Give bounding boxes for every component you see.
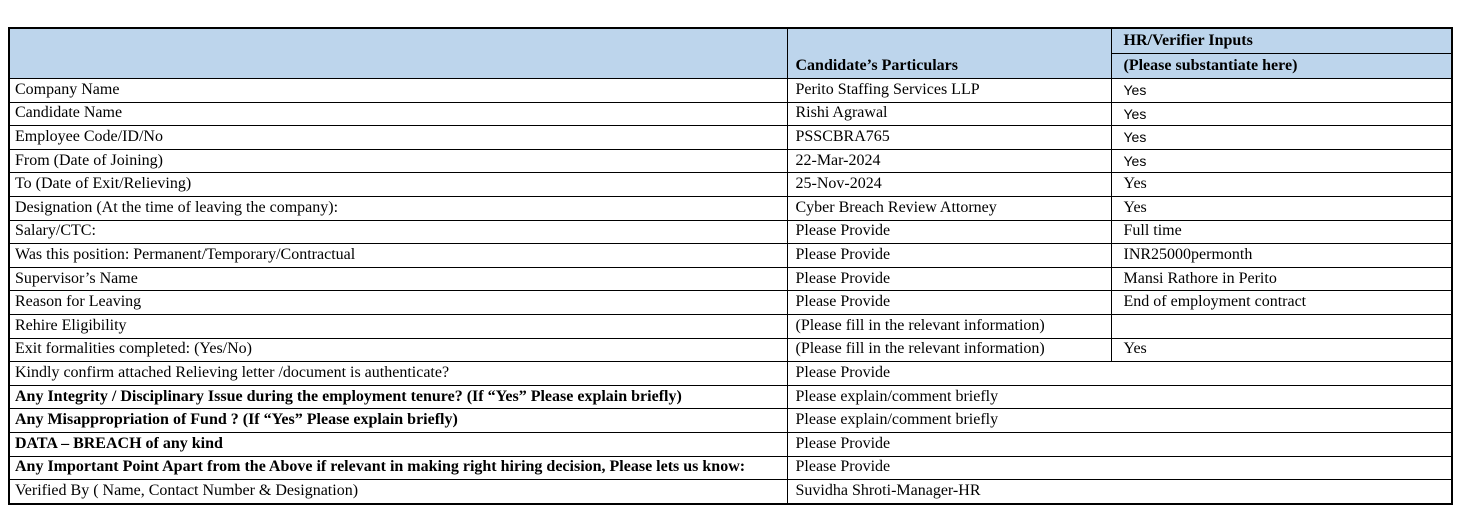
particulars-cell: (Please fill in the relevant information… [786,313,1112,339]
row-label: Any Important Point Apart from the Above… [8,455,788,481]
table-row: Salary/CTC: Please Provide Full time [8,219,1453,245]
particulars-cell: (Please fill in the relevant information… [786,337,1112,363]
particulars-cell: 22-Mar-2024 [786,148,1112,174]
hr-input-cell: Yes [1110,78,1453,103]
row-label: From (Date of Joining) [8,148,788,174]
hr-input-cell: Yes [1110,195,1453,221]
table-header: Candidate’s Particulars HR/Verifier Inpu… [8,27,1453,79]
particulars-cell: Cyber Breach Review Attorney [786,195,1112,221]
table-row: To (Date of Exit/Relieving) 25-Nov-2024 Ye… [8,172,1453,197]
row-label: Supervisor’s Name [8,266,788,292]
table-row: From (Date of Joining) 22-Mar-2024 Yes [8,148,1453,174]
particulars-cell: Suvidha Shroti-Manager-HR [786,479,1453,505]
particulars-cell: Rishi Agrawal [786,101,1112,127]
hr-input-cell [1110,313,1453,339]
row-label: Verified By ( Name, Contact Number & Des… [8,479,788,505]
hr-input-cell: INR25000permonth [1110,243,1453,268]
row-label: Salary/CTC: [8,219,788,245]
table-row: Employee Code/ID/No PSSCBRA765 Yes [8,125,1453,150]
verification-table: Candidate’s Particulars HR/Verifier Inpu… [8,27,1453,505]
particulars-cell: Please Provide [786,290,1112,315]
particulars-cell: Please explain/comment briefly [786,384,1453,410]
particulars-cell: Perito Staffing Services LLP [786,78,1112,103]
particulars-cell: Please Provide [786,455,1453,481]
table-row: Rehire Eligibility (Please fill in the re… [8,313,1453,339]
header-empty-cell [8,27,788,79]
row-label: Any Misappropriation of Fund ? (If “Yes”… [8,408,788,433]
particulars-cell: Please Provide [786,219,1112,245]
table-row: Exit formalities completed: (Yes/No) (Ple… [8,337,1453,363]
row-label: Any Integrity / Disciplinary Issue durin… [8,384,788,410]
table-row: Designation (At the time of leaving the … [8,195,1453,221]
table-row: Verified By ( Name, Contact Number & Des… [8,479,1453,505]
header-candidates-particulars: Candidate’s Particulars [786,27,1112,79]
header-hr-verifier-inputs: HR/Verifier Inputs [1110,27,1453,54]
row-label: Reason for Leaving [8,290,788,315]
table-row: Any Important Point Apart from the Above… [8,455,1453,481]
row-label: Designation (At the time of leaving the … [8,195,788,221]
hr-input-cell: Yes [1110,101,1453,127]
particulars-cell: 25-Nov-2024 [786,172,1112,197]
row-label: Candidate Name [8,101,788,127]
row-label: Company Name [8,78,788,103]
row-label: To (Date of Exit/Relieving) [8,172,788,197]
hr-input-cell: End of employment contract [1110,290,1453,315]
table-row: Company Name Perito Staffing Services LLP… [8,78,1453,103]
particulars-cell: Please explain/comment briefly [786,408,1453,433]
hr-input-cell: Mansi Rathore in Perito [1110,266,1453,292]
table-row: Any Misappropriation of Fund ? (If “Yes”… [8,408,1453,433]
hr-input-cell: Yes [1110,337,1453,363]
header-row-1: Candidate’s Particulars HR/Verifier Inpu… [8,27,1453,79]
header-row-2: (Please substantiate here) [9,53,1453,79]
hr-input-cell: Yes [1110,148,1453,174]
particulars-cell: Please Provide [786,431,1453,457]
table-row: Any Integrity / Disciplinary Issue durin… [8,384,1453,410]
particulars-cell: PSSCBRA765 [786,125,1112,150]
table-row: Reason for Leaving Please Provide End of e… [8,290,1453,315]
table-row: Candidate Name Rishi Agrawal Yes [8,101,1453,127]
hr-input-cell: Full time [1110,219,1453,245]
header-please-substantiate: (Please substantiate here) [1110,53,1453,79]
table-row: Kindly confirm attached Relieving letter… [8,361,1453,386]
row-label: Was this position: Permanent/Temporary/C… [8,243,788,268]
particulars-cell: Please Provide [786,266,1112,292]
particulars-cell: Please Provide [786,361,1453,386]
hr-input-cell: Yes [1110,125,1453,150]
table-body: Company Name Perito Staffing Services LLP… [8,78,1453,505]
table-row: Was this position: Permanent/Temporary/C… [8,243,1453,268]
row-label: Kindly confirm attached Relieving letter… [8,361,788,386]
hr-input-cell: Yes [1110,172,1453,197]
row-label: Rehire Eligibility [8,313,788,339]
row-label: Employee Code/ID/No [8,125,788,150]
row-label: Exit formalities completed: (Yes/No) [8,337,788,363]
particulars-cell: Please Provide [786,243,1112,268]
table-row: Supervisor’s Name Please Provide Mansi Rat… [8,266,1453,292]
row-label: DATA – BREACH of any kind [8,431,788,457]
table-row: DATA – BREACH of any kind Please Provide [8,431,1453,457]
